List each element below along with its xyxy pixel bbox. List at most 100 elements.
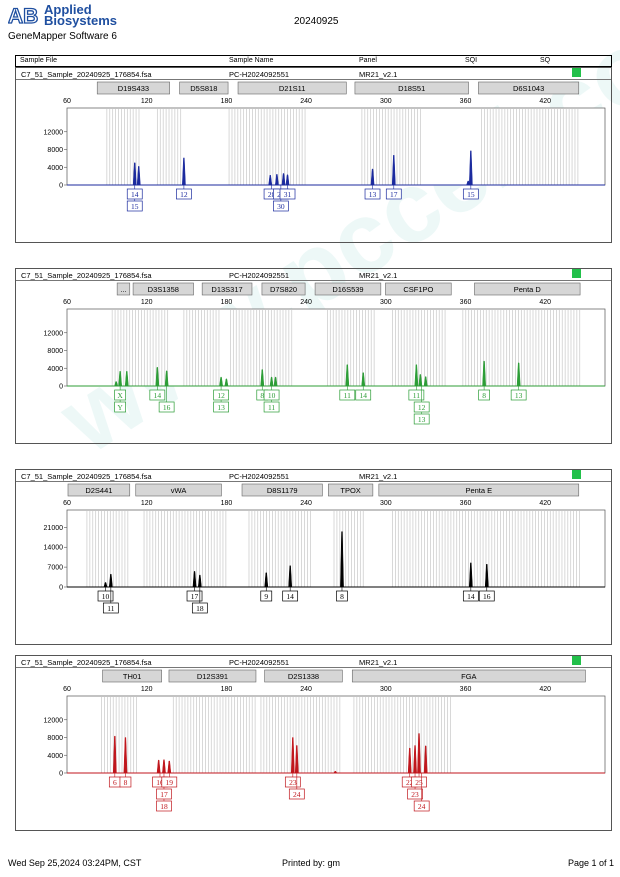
- marker-box: [264, 669, 343, 683]
- allele-label: 11: [268, 403, 275, 412]
- divider: [16, 79, 611, 80]
- marker-label: D12S391: [197, 672, 228, 681]
- marker-box: [179, 81, 229, 95]
- y-tick-label: 4000: [47, 753, 63, 760]
- peak: [423, 745, 428, 774]
- allele-box: [273, 200, 289, 212]
- peak: [345, 364, 350, 387]
- peak: [281, 173, 286, 186]
- x-tick-label: 240: [300, 500, 312, 507]
- allele-box: [161, 776, 178, 788]
- peak: [155, 367, 160, 387]
- footer-printed-by: Printed by: gm: [282, 858, 341, 868]
- peak: [290, 737, 295, 774]
- x-tick-label: 420: [539, 98, 551, 105]
- sample-file-name: C7_51_Sample_20240925_176854.fsa: [21, 271, 152, 280]
- allele-label: 11: [107, 604, 114, 613]
- allele-label: 12: [418, 403, 426, 412]
- allele-label: 10: [268, 391, 276, 400]
- allele-label: 12: [217, 391, 225, 400]
- marker-label: vWA: [171, 486, 187, 495]
- marker-label: D16S539: [332, 285, 363, 294]
- plot-frame: [66, 107, 606, 186]
- allele-box: [279, 188, 296, 200]
- allele-label: 23: [289, 778, 297, 787]
- peak: [164, 370, 169, 387]
- allele-label: 17: [390, 190, 398, 199]
- peak: [423, 376, 428, 387]
- allele-label: 18: [160, 802, 168, 811]
- peak: [192, 571, 197, 588]
- marker-box: [168, 669, 257, 683]
- x-tick-label: 300: [380, 98, 392, 105]
- allele-box: [407, 788, 423, 800]
- peak: [114, 381, 119, 387]
- column-header-row: Sample File Sample Name Panel SQI SQ: [15, 55, 612, 67]
- allele-label: 11: [344, 391, 351, 400]
- x-tick-label: 60: [63, 299, 71, 306]
- x-tick-label: 120: [141, 299, 153, 306]
- allele-label: 18: [196, 604, 204, 613]
- divider: [16, 481, 611, 482]
- allele-label: 13: [217, 403, 225, 412]
- x-tick-label: 180: [221, 299, 233, 306]
- brand-line-2: Biosystems: [44, 13, 117, 28]
- peak: [118, 371, 123, 387]
- marker-box: [135, 483, 222, 497]
- marker-box: [116, 282, 131, 296]
- sample-file-name: C7_51_Sample_20240925_176854.fsa: [21, 70, 152, 79]
- y-tick-label: 0: [59, 384, 63, 391]
- y-tick-label: 8000: [47, 147, 63, 154]
- sample-name: PC-H2024092551: [229, 658, 290, 667]
- peak: [268, 174, 273, 186]
- x-tick-label: 60: [63, 686, 71, 693]
- allele-box: [478, 389, 490, 401]
- marker-box: [314, 282, 382, 296]
- x-tick-label: 420: [539, 686, 551, 693]
- allele-label: 30: [277, 202, 285, 211]
- peak: [156, 759, 161, 774]
- marker-label: D2S1338: [288, 672, 319, 681]
- allele-label: 15: [131, 202, 139, 211]
- marker-label: ...: [120, 285, 126, 294]
- brand-line-1: Applied: [44, 2, 92, 17]
- x-tick-label: 300: [380, 500, 392, 507]
- marker-box: [474, 282, 581, 296]
- x-tick-label: 360: [460, 299, 472, 306]
- sample-name: PC-H2024092551: [229, 70, 290, 79]
- svg-text:AB: AB: [8, 5, 38, 26]
- allele-box: [114, 401, 126, 413]
- x-tick-label: 360: [460, 686, 472, 693]
- x-tick-label: 420: [539, 299, 551, 306]
- marker-label: CSF1PO: [403, 285, 433, 294]
- allele-label: 16: [483, 592, 491, 601]
- marker-label: Penta D: [514, 285, 542, 294]
- peak: [361, 372, 366, 387]
- plot-frame: [66, 695, 606, 774]
- allele-box: [411, 776, 427, 788]
- x-tick-label: 120: [141, 686, 153, 693]
- peak: [197, 574, 202, 588]
- peak: [162, 759, 166, 774]
- y-tick-label: 4000: [47, 366, 63, 373]
- allele-label: 8: [340, 592, 344, 601]
- allele-label: 13: [418, 415, 426, 424]
- y-tick-label: 8000: [47, 735, 63, 742]
- column-header-sample-name: Sample Name: [229, 57, 274, 64]
- peak: [482, 360, 486, 387]
- y-tick-label: 0: [59, 771, 63, 778]
- brand-name: Applied Biosystems: [44, 2, 117, 28]
- marker-label: D13S317: [211, 285, 242, 294]
- allele-label: 10: [102, 592, 110, 601]
- peak: [269, 376, 274, 387]
- peak: [340, 531, 344, 588]
- marker-label: D19S433: [118, 84, 149, 93]
- software-name: GeneMapper Software 6: [8, 31, 117, 42]
- x-tick-label: 120: [141, 98, 153, 105]
- allele-label: X: [117, 391, 123, 400]
- allele-label: 9: [264, 592, 268, 601]
- quality-flag-icon: [572, 269, 581, 278]
- column-header-sample-file: Sample File: [20, 57, 57, 64]
- electropherogram-plot: D2S441 vWA D8S1179 TPOX Penta E60 120 180 240 30…: [44, 483, 606, 614]
